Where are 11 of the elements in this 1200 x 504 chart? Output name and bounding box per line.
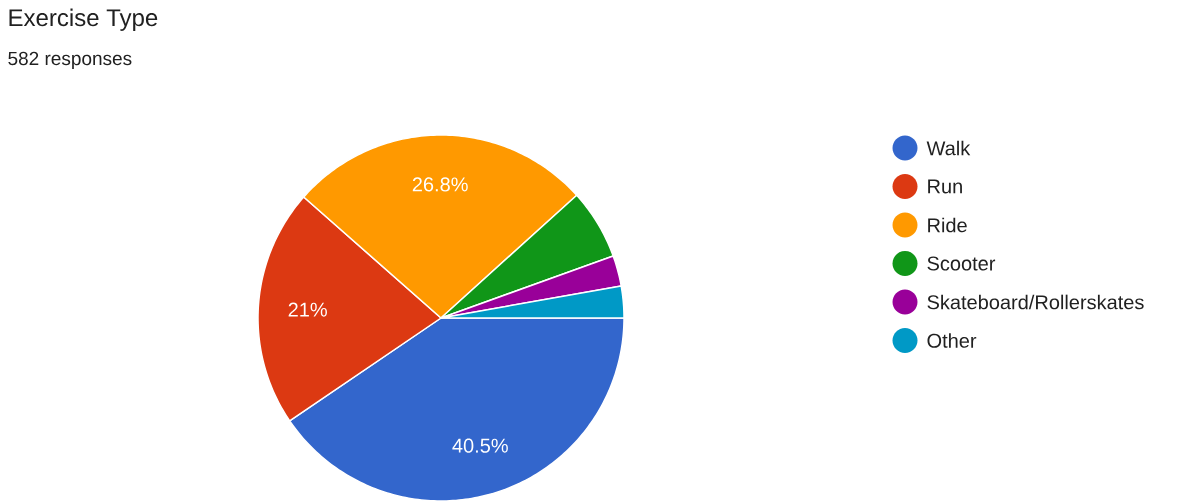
legend-label: Ride (928, 217, 967, 233)
chart-title: Exercise Type (9, 8, 158, 31)
legend-label: Run (928, 179, 962, 194)
data-label: 21% (288, 302, 327, 317)
legend-label: Other (927, 333, 977, 348)
data-label: 26.8% (412, 177, 468, 192)
text: 582 responses (8, 51, 132, 69)
legend-label: Skateboard/Rollerskates (927, 294, 1144, 310)
legend-label: Scooter (927, 256, 996, 271)
legend-label: Walk (926, 140, 971, 156)
data-label: 40.5% (452, 438, 508, 453)
